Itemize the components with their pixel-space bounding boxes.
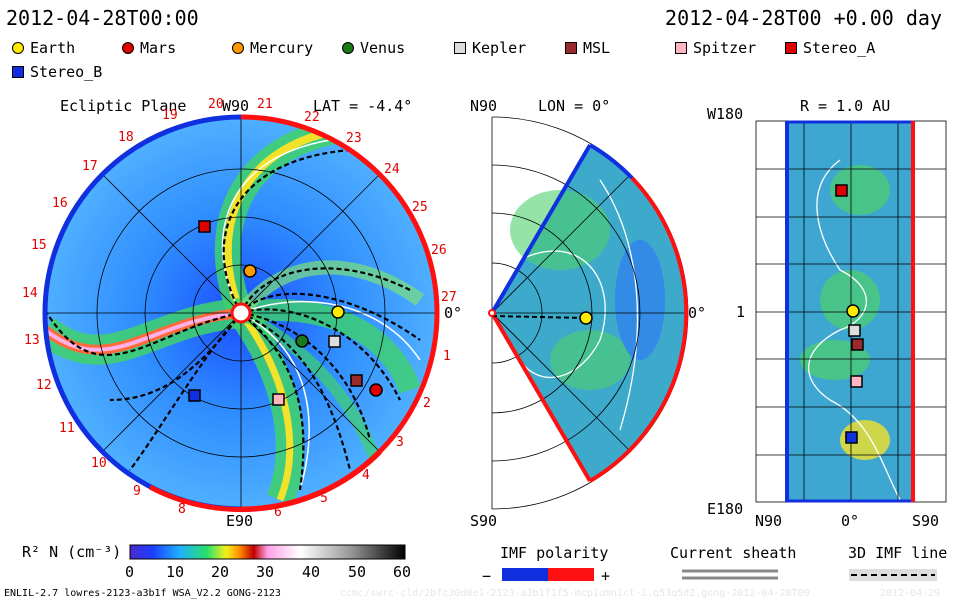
carrington-label: 26 (431, 243, 447, 258)
stereo-a-marker-radial (835, 184, 848, 197)
body-markers (188, 184, 864, 444)
venus-marker (295, 334, 309, 348)
earth-marker-ecliptic (331, 305, 345, 319)
ecliptic-bottom-label: E90 (226, 512, 254, 530)
colorbar-tick: 40 (302, 563, 321, 581)
radial-x-label-s90: S90 (912, 512, 940, 530)
current-sheath-label: Current sheath (670, 544, 797, 562)
carrington-label: 16 (52, 196, 68, 211)
carrington-label: 4 (362, 468, 370, 483)
carrington-label: 6 (274, 505, 282, 520)
radial-mid-label: 1 (736, 303, 746, 321)
carrington-label: 11 (59, 421, 75, 436)
colorbar-tick: 0 (125, 563, 135, 581)
ecliptic-lat: LAT = -4.4° (313, 97, 413, 115)
stereo-b-marker-radial (845, 431, 858, 444)
colorbar-tick: 30 (256, 563, 275, 581)
carrington-label: 5 (320, 491, 328, 506)
ecliptic-right-label: 0° (444, 304, 463, 322)
polarity-neg-swatch (502, 568, 548, 581)
radial-x-label-n90: N90 (755, 512, 783, 530)
polarity-pos-swatch (548, 568, 594, 581)
current-sheath-key (682, 569, 778, 580)
kepler-marker-ecliptic (328, 335, 341, 348)
ecliptic-top-label: W90 (222, 97, 250, 115)
imf-line-label: 3D IMF line (848, 544, 948, 562)
legend-mercury: Mercury (232, 39, 313, 57)
radial-top-label: W180 (707, 105, 744, 123)
colorbar-label: R² N (cm⁻³) (22, 543, 122, 561)
meridional-bottom-label: S90 (470, 512, 498, 530)
carrington-label: 22 (304, 110, 320, 125)
spitzer-marker-ecliptic (272, 393, 285, 406)
carrington-label: 15 (31, 238, 47, 253)
carrington-label: 1 (443, 349, 451, 364)
carrington-label: 13 (24, 333, 40, 348)
legend-kepler: Kepler (454, 39, 526, 57)
radial-r-label: R = 1.0 AU (800, 97, 891, 115)
ecliptic-title: Ecliptic Plane (60, 97, 187, 115)
colorbar-tick: 50 (348, 563, 367, 581)
carrington-label: 17 (82, 159, 98, 174)
radial-x-label-0: 0° (841, 512, 860, 530)
colorbar-tick: 10 (166, 563, 185, 581)
carrington-label: 19 (162, 108, 178, 123)
carrington-label: 2 (423, 396, 431, 411)
imf-polarity-label: IMF polarity (500, 544, 609, 562)
colorbar-tick: 20 (211, 563, 230, 581)
timestamp: 2012-04-28T00:00 (6, 6, 199, 30)
carrington-label: 12 (36, 378, 52, 393)
carrington-label: 10 (91, 456, 107, 471)
colorbar-tick: 60 (393, 563, 412, 581)
mercury-marker (243, 264, 257, 278)
earth-marker-meridional (579, 311, 593, 325)
legend-msl: MSL (565, 39, 610, 57)
carrington-label: 3 (396, 435, 404, 450)
carrington-label: 21 (257, 97, 273, 112)
stereo-b-marker-ecliptic (188, 389, 201, 402)
mars-marker (369, 383, 383, 397)
earth-marker-radial (846, 304, 860, 318)
legend-earth: Earth (12, 39, 75, 57)
spitzer-marker-radial (850, 375, 863, 388)
radial-panel (755, 120, 947, 503)
carrington-label: 20 (208, 97, 224, 112)
ecliptic-disc (42, 114, 440, 512)
footer-model: ENLIL-2.7 lowres-2123-a3b1f WSA_V2.2 GON… (4, 588, 281, 599)
legend-mars: Mars (122, 39, 176, 57)
meridional-right-label: 0° (688, 304, 707, 322)
carrington-label: 8 (178, 502, 186, 517)
legend-stereo-b: Stereo_B (12, 63, 102, 81)
carrington-label: 27 (441, 290, 457, 305)
kepler-marker-radial (848, 324, 861, 337)
carrington-label: 24 (384, 162, 400, 177)
carrington-label: 14 (22, 286, 38, 301)
msl-marker-radial (851, 338, 864, 351)
meridional-lon: LON = 0° (538, 97, 611, 115)
imf-line-key (849, 569, 937, 581)
footer-path: ccmc/swrc-cld/2bfc30d0e1-2123-a3b1f1f5-m… (340, 588, 810, 599)
carrington-label: 25 (412, 200, 428, 215)
meridional-top-label: N90 (470, 97, 498, 115)
legend-spitzer: Spitzer (675, 39, 756, 57)
msl-marker-ecliptic (350, 374, 363, 387)
carrington-label: 9 (133, 484, 141, 499)
polarity-plus: + (601, 567, 611, 585)
radial-bottom-label: E180 (707, 500, 744, 518)
legend-venus: Venus (342, 39, 405, 57)
run-offset: 2012-04-28T00 +0.00 day (665, 6, 942, 30)
footer-date: 2012-04-29 (880, 588, 941, 599)
density-colorbar (129, 544, 406, 560)
polarity-minus: − (482, 567, 492, 585)
stereo-a-marker-ecliptic (198, 220, 211, 233)
carrington-label: 18 (118, 130, 134, 145)
legend-stereo-a: Stereo_A (785, 39, 875, 57)
carrington-label: 23 (346, 131, 362, 146)
